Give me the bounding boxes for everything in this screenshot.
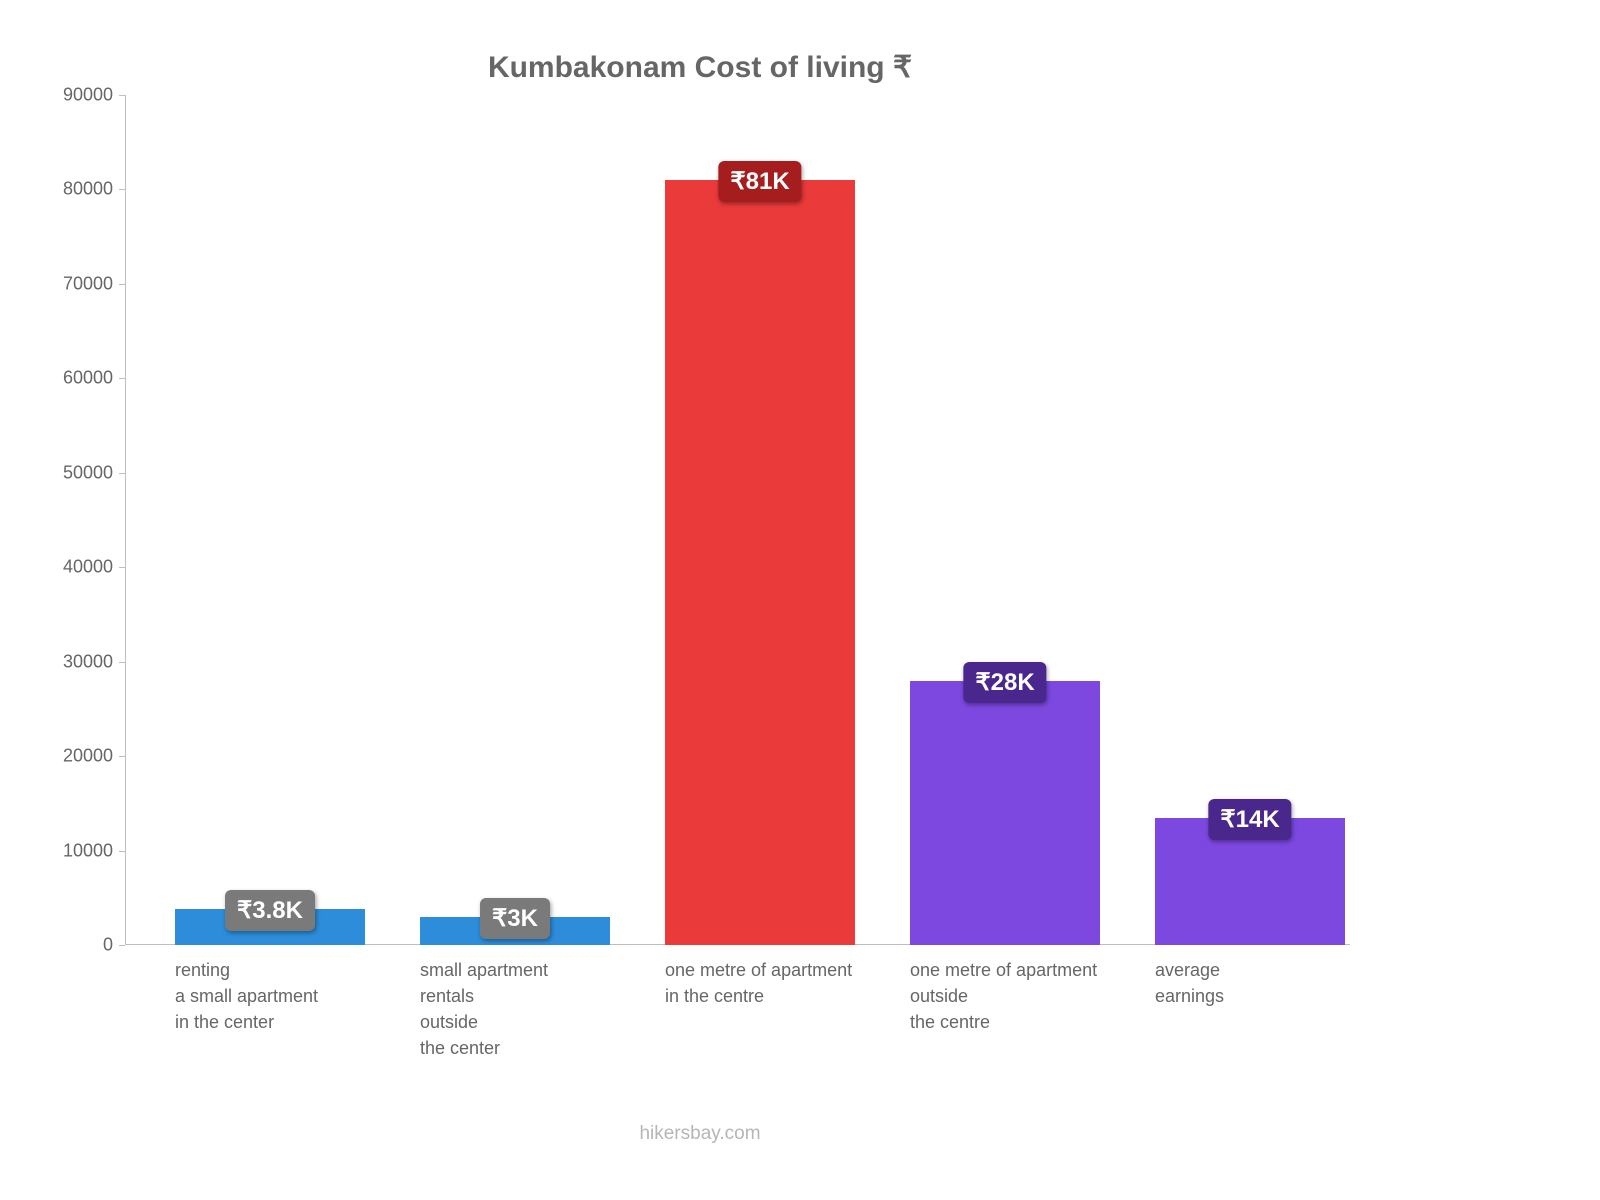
y-tick-mark	[119, 473, 125, 474]
bar-value-badge: ₹81K	[718, 161, 801, 202]
bar: ₹14K	[1155, 818, 1345, 946]
bar: ₹28K	[910, 681, 1100, 945]
bar-value-badge: ₹3K	[480, 898, 550, 939]
attribution-text: hikersbay.com	[50, 1123, 1350, 1145]
y-tick-label: 40000	[63, 557, 125, 578]
x-tick-label: renting a small apartment in the center	[175, 957, 318, 1035]
bar: ₹3.8K	[175, 909, 365, 945]
cost-of-living-chart: Kumbakonam Cost of living ₹ 010000200003…	[50, 50, 1350, 1105]
x-tick-label: one metre of apartment outside the centr…	[910, 957, 1097, 1035]
y-axis	[125, 95, 126, 945]
bar: ₹81K	[665, 180, 855, 945]
y-tick-mark	[119, 284, 125, 285]
bar-value-badge: ₹28K	[963, 662, 1046, 703]
x-axis-labels: renting a small apartment in the center s…	[125, 945, 1350, 1105]
y-tick-mark	[119, 567, 125, 568]
y-tick-label: 20000	[63, 746, 125, 767]
y-tick-label: 80000	[63, 179, 125, 200]
y-tick-mark	[119, 662, 125, 663]
plot-area: 0100002000030000400005000060000700008000…	[125, 95, 1350, 945]
y-tick-mark	[119, 756, 125, 757]
chart-title: Kumbakonam Cost of living ₹	[50, 50, 1350, 85]
y-tick-label: 10000	[63, 840, 125, 861]
y-tick-label: 90000	[63, 85, 125, 106]
bar-value-badge: ₹14K	[1208, 799, 1291, 840]
y-tick-mark	[119, 189, 125, 190]
y-tick-label: 70000	[63, 273, 125, 294]
y-tick-mark	[119, 851, 125, 852]
bar: ₹3K	[420, 917, 610, 945]
x-tick-label: one metre of apartment in the centre	[665, 957, 852, 1009]
y-tick-mark	[119, 378, 125, 379]
x-tick-label: small apartment rentals outside the cent…	[420, 957, 548, 1061]
bar-value-badge: ₹3.8K	[225, 890, 315, 931]
y-tick-label: 60000	[63, 368, 125, 389]
y-tick-label: 30000	[63, 651, 125, 672]
y-tick-label: 50000	[63, 462, 125, 483]
x-tick-label: average earnings	[1155, 957, 1224, 1009]
y-tick-mark	[119, 95, 125, 96]
